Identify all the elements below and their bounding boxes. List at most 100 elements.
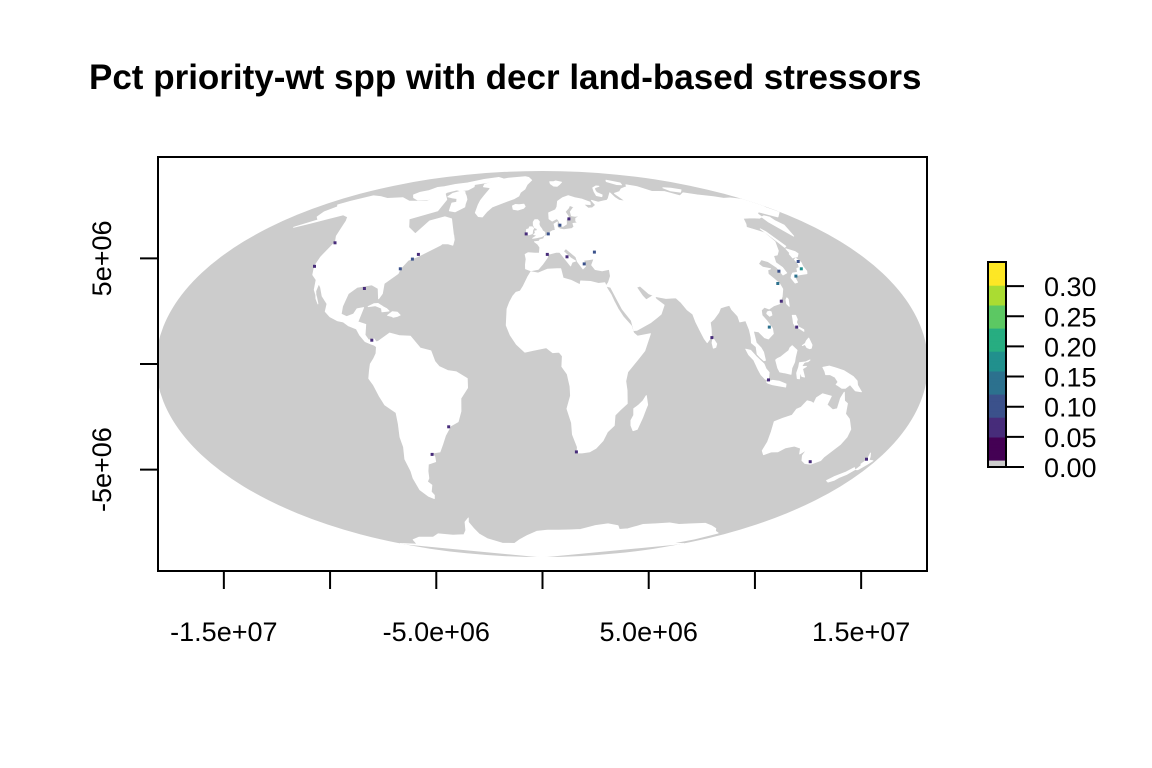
colorbar-segment bbox=[988, 295, 1006, 299]
highlight-cell bbox=[313, 264, 316, 268]
colorbar-segment bbox=[988, 390, 1006, 395]
land-java bbox=[766, 379, 787, 388]
highlight-cell bbox=[333, 241, 337, 245]
colorbar-segment bbox=[988, 427, 1006, 431]
highlight-cell bbox=[370, 338, 374, 342]
colorbar-frame bbox=[987, 261, 1007, 468]
colorbar-segment bbox=[988, 298, 1006, 303]
highlight-cell bbox=[574, 450, 578, 454]
colorbar-segment bbox=[988, 407, 1006, 412]
highlight-cell bbox=[795, 325, 799, 329]
colorbar-segment bbox=[988, 344, 1006, 349]
land-cuba bbox=[367, 303, 390, 313]
colorbar-segment bbox=[988, 275, 1006, 280]
colorbar-segment bbox=[988, 351, 1006, 355]
highlight-cell bbox=[796, 260, 800, 263]
land-new-siberian bbox=[662, 187, 682, 193]
land-newfoundland bbox=[442, 234, 455, 246]
highlight-cell bbox=[567, 217, 571, 221]
colorbar-segment bbox=[988, 281, 1006, 286]
colorbar-segment bbox=[988, 268, 1006, 273]
colorbar-segment bbox=[988, 370, 1006, 375]
colorbar-segment bbox=[988, 262, 1006, 266]
colorbar-segment bbox=[988, 304, 1006, 309]
highlight-cell bbox=[865, 457, 868, 461]
colorbar-segment bbox=[988, 413, 1006, 418]
colorbar-segment bbox=[988, 403, 1006, 408]
land-nz-north bbox=[855, 452, 874, 471]
highlight-cell bbox=[524, 232, 528, 236]
colorbar-segment bbox=[988, 324, 1006, 329]
x-axis: -1.5e+07 -5.0e+06 5.0e+06 1.5e+07 bbox=[170, 571, 910, 647]
highlight-cell bbox=[410, 257, 414, 261]
colorbar-segment bbox=[988, 341, 1006, 346]
colorbar-segment bbox=[988, 367, 1006, 372]
colorbar-segment bbox=[988, 308, 1006, 313]
highlight-cell bbox=[710, 336, 714, 340]
highlight-cell bbox=[398, 267, 402, 271]
colorbar-segment bbox=[988, 361, 1006, 365]
land-south-america bbox=[368, 332, 468, 499]
highlight-cell bbox=[447, 425, 451, 429]
highlight-cell bbox=[767, 325, 771, 329]
highlight-cell bbox=[582, 262, 586, 266]
land-hispaniola bbox=[387, 311, 401, 318]
colorbar-segment bbox=[988, 337, 1006, 342]
highlight-cell bbox=[546, 232, 550, 236]
highlight-cell bbox=[416, 252, 420, 256]
land-antarctica bbox=[399, 517, 719, 557]
land-africa bbox=[505, 268, 651, 454]
colorbar-segment bbox=[988, 440, 1006, 445]
colorbar-segment bbox=[988, 271, 1006, 276]
land-nz-south bbox=[826, 467, 856, 483]
highlight-cell bbox=[777, 269, 781, 273]
land-north-america bbox=[293, 193, 454, 346]
colorbar-segment bbox=[988, 265, 1006, 270]
colorbar-segment bbox=[988, 423, 1006, 428]
land-hokkaido bbox=[785, 248, 799, 259]
land-hainan bbox=[766, 310, 773, 317]
land-australia bbox=[761, 391, 852, 465]
highlight-cell bbox=[779, 299, 783, 303]
colorbar-segment bbox=[988, 301, 1006, 306]
colorbar-legend: 0.000.050.100.150.200.250.30 bbox=[987, 261, 1097, 483]
colorbar-segment bbox=[988, 443, 1006, 448]
land-novaya-zemlya bbox=[592, 185, 603, 198]
colorbar-segment bbox=[988, 394, 1006, 398]
colorbar-segment bbox=[988, 314, 1006, 319]
colorbar-label: 0.20 bbox=[1044, 332, 1097, 362]
colorbar-segment bbox=[988, 328, 1006, 332]
highlight-cell bbox=[799, 267, 803, 271]
colorbar-segment bbox=[988, 318, 1006, 322]
land-ellesmere-extra bbox=[458, 184, 475, 188]
x-tick-label: -1.5e+07 bbox=[170, 617, 277, 647]
colorbar-segment bbox=[988, 397, 1006, 402]
highlight-cell bbox=[430, 452, 434, 456]
land-iceland bbox=[512, 203, 526, 211]
land-arctic-islands bbox=[413, 177, 504, 201]
highlight-cell bbox=[808, 460, 812, 464]
y-tick-label: 5e+06 bbox=[87, 220, 117, 296]
colorbar-segment bbox=[988, 288, 1006, 293]
colorbar-segment bbox=[988, 450, 1006, 454]
land-sakhalin bbox=[759, 228, 787, 248]
colorbar-segment bbox=[988, 433, 1006, 438]
colorbar-label: 0.10 bbox=[1044, 393, 1097, 423]
colorbar-segment bbox=[988, 410, 1006, 415]
highlight-cell bbox=[794, 274, 798, 278]
colorbar-segment bbox=[988, 420, 1006, 425]
colorbar-label: 0.25 bbox=[1044, 302, 1097, 332]
colorbar-segment bbox=[988, 430, 1006, 435]
land-greenland bbox=[474, 176, 533, 218]
highlight-cell bbox=[776, 282, 780, 285]
land-layer bbox=[293, 176, 874, 557]
y-tick-label: -5e+06 bbox=[87, 427, 117, 512]
land-sulawesi bbox=[796, 359, 811, 380]
land-new-guinea bbox=[822, 365, 862, 393]
land-taiwan bbox=[785, 297, 790, 307]
highlight-cell bbox=[558, 223, 562, 227]
land-borneo bbox=[775, 345, 798, 375]
highlight-cell bbox=[565, 255, 569, 259]
colorbar-segment bbox=[988, 347, 1006, 352]
